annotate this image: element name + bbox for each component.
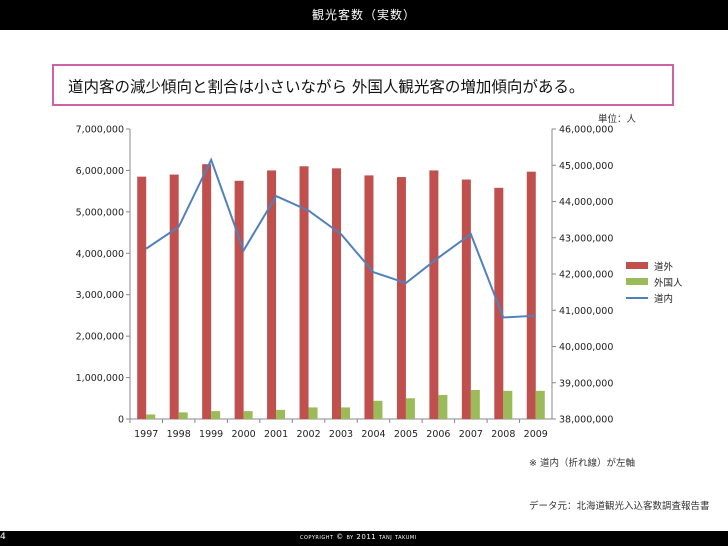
bar-gaikokujin	[211, 411, 221, 419]
bar-dogai	[169, 174, 179, 419]
bar-dogai	[526, 171, 536, 419]
right-tick-label: 38,000,000	[559, 415, 613, 426]
x-tick-label: 2008	[491, 429, 515, 440]
bar-gaikokujin	[503, 390, 513, 419]
axis-note: ※ 道内（折れ線）が左軸	[529, 458, 635, 469]
right-tick-label: 41,000,000	[559, 306, 613, 317]
left-tick-label: 5,000,000	[76, 207, 124, 218]
left-tick-label: 4,000,000	[76, 249, 124, 260]
right-tick-label: 42,000,000	[559, 270, 613, 281]
left-tick-label: 3,000,000	[76, 290, 124, 301]
bar-gaikokujin	[276, 409, 286, 419]
right-tick-label: 39,000,000	[559, 378, 613, 389]
x-tick-label: 2003	[329, 429, 353, 440]
bar-dogai	[267, 170, 277, 419]
title-bar: 観光客数（実数）	[0, 0, 728, 30]
bar-dogai	[364, 175, 374, 419]
footer-bar: 4 copyright © by 2011 tanj takumi	[0, 531, 728, 546]
bar-dogai	[202, 164, 212, 419]
bar-dogai	[332, 168, 341, 419]
x-tick-label: 1999	[199, 429, 223, 440]
left-tick-label: 2,000,000	[76, 332, 124, 343]
left-tick-label: 7,000,000	[76, 125, 124, 136]
unit-label: 単位：人	[598, 114, 637, 125]
x-tick-label: 2000	[232, 429, 256, 440]
bar-dogai	[461, 179, 471, 419]
bar-gaikokujin	[341, 407, 350, 419]
right-tick-label: 44,000,000	[559, 197, 613, 208]
right-tick-label: 46,000,000	[559, 125, 613, 136]
bar-gaikokujin	[405, 398, 415, 419]
legend-swatch	[626, 262, 648, 269]
slide-title: 観光客数（実数）	[311, 8, 416, 22]
x-tick-label: 2007	[459, 429, 483, 440]
x-tick-label: 2002	[296, 429, 320, 440]
left-tick-label: 0	[118, 415, 124, 426]
bar-gaikokujin	[146, 414, 156, 419]
x-tick-label: 2009	[524, 429, 548, 440]
legend-label: 道内	[654, 293, 673, 305]
data-source: データ元：北海道観光入込客数調査報告書	[529, 501, 710, 512]
left-tick-label: 6,000,000	[76, 166, 124, 177]
page-number: 4	[0, 532, 6, 542]
bar-gaikokujin	[470, 390, 480, 419]
bar-dogai	[299, 166, 309, 419]
x-tick-label: 2001	[264, 429, 288, 440]
bar-gaikokujin	[243, 411, 253, 419]
headline-box: 道内客の減少傾向と割合は小さいながら 外国人観光客の増加傾向がある。	[52, 64, 674, 106]
x-tick-label: 2005	[394, 429, 418, 440]
legend-label: 道外	[654, 261, 674, 273]
right-tick-label: 43,000,000	[559, 233, 613, 244]
copyright-text: copyright © by 2011 tanj takumi	[300, 533, 417, 541]
x-tick-label: 1997	[134, 429, 158, 440]
legend-label: 外国人	[654, 277, 683, 289]
bar-dogai	[429, 170, 439, 419]
x-tick-label: 2004	[361, 429, 385, 440]
right-tick-label: 40,000,000	[559, 342, 613, 353]
bar-dogai	[137, 176, 147, 419]
bar-dogai	[234, 180, 244, 419]
bar-gaikokujin	[308, 407, 318, 419]
bar-gaikokujin	[178, 412, 188, 419]
bar-dogai	[396, 177, 406, 419]
x-tick-label: 2006	[426, 429, 450, 440]
line-dounai	[145, 157, 536, 319]
bar-gaikokujin	[373, 400, 383, 419]
left-tick-label: 1,000,000	[76, 373, 124, 384]
right-tick-label: 45,000,000	[559, 161, 613, 172]
bar-gaikokujin	[535, 390, 545, 419]
headline-text: 道内客の減少傾向と割合は小さいながら 外国人観光客の増加傾向がある。	[68, 78, 585, 96]
legend-swatch	[626, 278, 648, 285]
x-tick-label: 1998	[167, 429, 191, 440]
bar-gaikokujin	[438, 394, 448, 419]
